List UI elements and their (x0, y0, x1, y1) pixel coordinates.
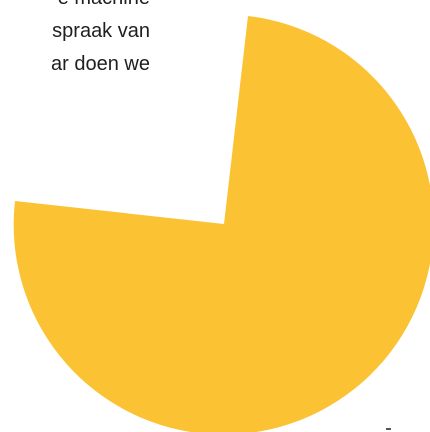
text-line-1: e machine (0, 0, 150, 15)
text-line-3: ar doen we (51, 53, 150, 75)
text-line-2: spraak van (52, 20, 150, 42)
cropped-text-block: e machine spraak van ar doen we (0, 0, 150, 81)
yellow-pie-slice (13, 16, 430, 432)
edge-mark (386, 428, 391, 430)
